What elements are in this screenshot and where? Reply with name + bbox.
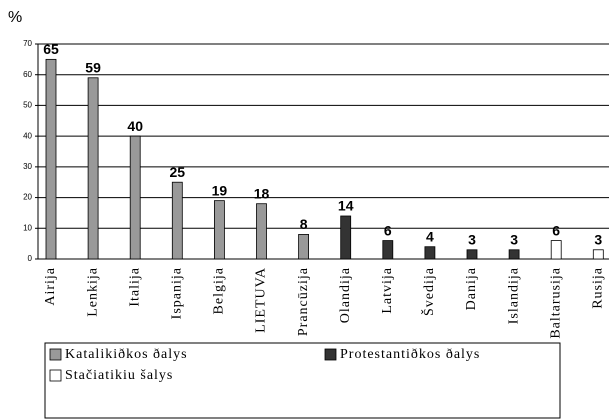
x-tick-label: Rusija [591, 267, 606, 309]
x-tick-label: Danija [464, 267, 479, 310]
y-tick-label: 40 [23, 131, 32, 140]
legend-label: Katalikiðkos ðalys [65, 347, 188, 362]
y-tick-label: 10 [23, 223, 32, 232]
y-tick-label: 20 [23, 193, 32, 202]
x-tick-label: Latvija [380, 267, 395, 314]
value-label: 6 [552, 222, 560, 238]
y-tick-label: 60 [23, 70, 32, 79]
value-label: 3 [468, 231, 476, 247]
y-tick-label: 30 [23, 162, 32, 171]
x-tick-label: Islandija [506, 267, 521, 324]
bar [424, 246, 436, 260]
y-axis-label: % [8, 9, 22, 26]
legend-swatch [49, 369, 62, 382]
x-tick-label: Prancūzija [296, 267, 311, 336]
x-tick-label: Belgija [212, 267, 227, 314]
x-tick-label: Italija [127, 267, 142, 307]
value-label: 59 [85, 59, 101, 75]
y-tick-label: 50 [23, 101, 32, 110]
value-label: 4 [426, 228, 434, 244]
bar [508, 249, 520, 260]
bar [382, 240, 394, 260]
bar [592, 249, 604, 260]
x-tick-label: Airija [43, 267, 58, 306]
value-label: 3 [510, 231, 518, 247]
bar [550, 240, 562, 260]
bar [340, 215, 352, 260]
value-label: 40 [127, 118, 143, 134]
legend-swatch [324, 348, 337, 361]
legend-box [44, 342, 561, 419]
value-label: 3 [594, 231, 602, 247]
x-tick-label: Baltarusija [548, 267, 563, 339]
legend-label: Stačiatikiu šalys [65, 368, 173, 383]
bar [466, 249, 478, 260]
value-label: 19 [212, 182, 228, 198]
bar [213, 200, 225, 260]
bar [129, 135, 141, 260]
bar [171, 181, 183, 260]
y-tick-label: 0 [28, 254, 33, 263]
value-label: 18 [254, 185, 270, 201]
x-tick-label: LIETUVA [254, 267, 269, 333]
x-tick-label: Švedija [420, 267, 437, 316]
value-label: 14 [338, 198, 354, 214]
bar [87, 77, 99, 260]
x-tick-label: Ispanija [170, 267, 185, 319]
x-tick-label: Olandija [338, 267, 353, 323]
legend-swatch [49, 348, 62, 361]
value-label: 25 [170, 164, 186, 180]
y-tick-label: 70 [23, 39, 32, 48]
bar [256, 203, 267, 260]
legend-label: Protestantiðkos ðalys [340, 347, 480, 362]
x-tick-label: Lenkija [85, 267, 100, 317]
value-label: 8 [300, 216, 308, 232]
bar [298, 234, 310, 260]
value-label: 65 [43, 41, 59, 57]
value-label: 6 [384, 222, 392, 238]
bar [45, 58, 57, 260]
